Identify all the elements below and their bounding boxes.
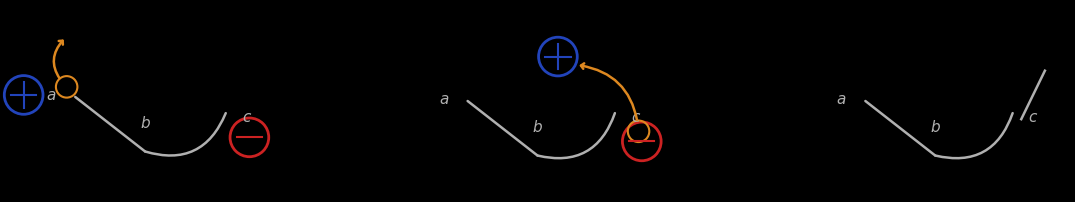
Text: b: b	[931, 120, 940, 135]
Text: a: a	[836, 93, 846, 107]
Text: c: c	[1029, 110, 1037, 125]
Text: a: a	[46, 88, 56, 103]
Text: b: b	[141, 116, 149, 131]
Text: b: b	[533, 120, 542, 135]
Text: a: a	[439, 93, 448, 107]
Text: c: c	[631, 110, 640, 125]
Text: c: c	[242, 110, 250, 125]
